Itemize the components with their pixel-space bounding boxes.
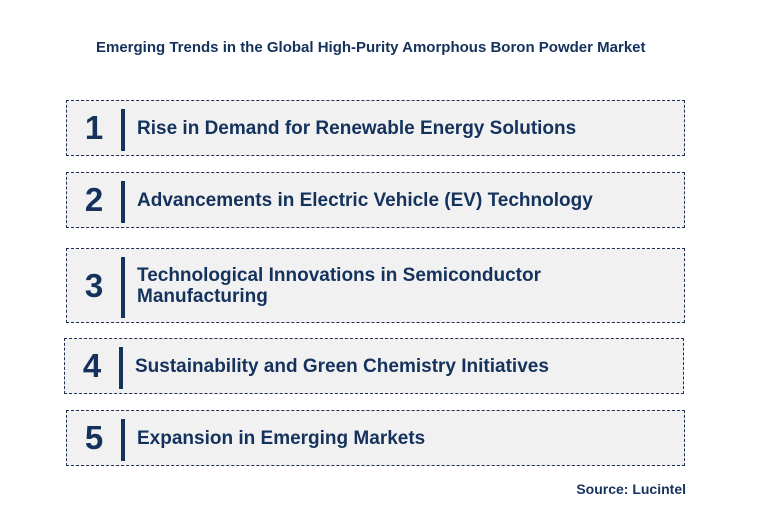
trend-divider: [121, 181, 125, 223]
trend-item-3: 3 Technological Innovations in Semicondu…: [66, 248, 685, 323]
trend-label: Advancements in Electric Vehicle (EV) Te…: [137, 189, 593, 211]
trend-item-1: 1 Rise in Demand for Renewable Energy So…: [66, 100, 685, 156]
trend-label: Sustainability and Green Chemistry Initi…: [135, 355, 549, 377]
trend-number: 1: [84, 109, 104, 146]
trend-divider: [119, 347, 123, 389]
source-note: Source: Lucintel: [576, 481, 686, 497]
trend-number: 3: [84, 266, 104, 304]
trend-item-2: 2 Advancements in Electric Vehicle (EV) …: [66, 172, 685, 228]
chart-title: Emerging Trends in the Global High-Purit…: [96, 39, 646, 56]
trend-divider: [121, 419, 125, 461]
trend-number: 5: [84, 419, 104, 456]
trend-item-5: 5 Expansion in Emerging Markets: [66, 410, 685, 466]
trend-label: Technological Innovations in Semiconduct…: [137, 264, 541, 307]
trend-divider: [121, 109, 125, 151]
trend-divider: [121, 257, 125, 318]
trend-number: 2: [84, 181, 104, 218]
trend-label: Rise in Demand for Renewable Energy Solu…: [137, 117, 577, 139]
trend-number: 4: [82, 347, 102, 384]
trend-item-4: 4 Sustainability and Green Chemistry Ini…: [64, 338, 684, 394]
trend-label: Expansion in Emerging Markets: [137, 427, 426, 449]
